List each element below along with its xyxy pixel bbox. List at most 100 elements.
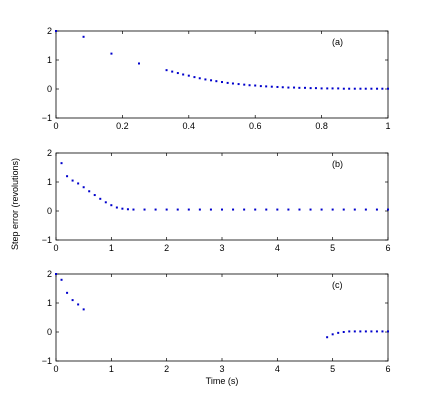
data-point bbox=[71, 179, 74, 182]
data-point bbox=[293, 86, 296, 89]
panel-label: (b) bbox=[332, 159, 343, 169]
data-point bbox=[243, 83, 246, 86]
data-point bbox=[314, 87, 317, 90]
data-point bbox=[387, 330, 389, 333]
x-tick-label: 5 bbox=[330, 243, 335, 253]
y-tick-label: −1 bbox=[42, 356, 52, 366]
data-point bbox=[342, 208, 345, 211]
data-point bbox=[353, 330, 356, 333]
data-point bbox=[326, 87, 329, 90]
data-point bbox=[243, 208, 246, 211]
data-point bbox=[60, 162, 63, 165]
data-point bbox=[104, 201, 107, 204]
data-point bbox=[376, 87, 379, 90]
data-point bbox=[254, 84, 257, 87]
y-tick-label: 1 bbox=[47, 55, 52, 65]
data-point bbox=[143, 208, 146, 211]
data-point bbox=[154, 208, 157, 211]
data-point bbox=[198, 208, 201, 211]
data-point bbox=[66, 291, 69, 294]
data-point bbox=[176, 208, 179, 211]
x-tick-label: 3 bbox=[219, 364, 224, 374]
x-tick-label: 4 bbox=[275, 243, 280, 253]
x-tick-label: 3 bbox=[219, 243, 224, 253]
data-point bbox=[82, 35, 85, 38]
data-point bbox=[138, 62, 140, 65]
y-tick-label: 1 bbox=[47, 177, 52, 187]
data-point bbox=[121, 207, 124, 210]
data-point bbox=[232, 208, 235, 211]
data-point bbox=[77, 303, 80, 306]
x-tick-label: 0.2 bbox=[116, 121, 129, 131]
y-tick-label: −1 bbox=[42, 113, 52, 123]
data-point bbox=[359, 330, 362, 333]
x-tick-label: 0.4 bbox=[183, 121, 196, 131]
data-point bbox=[221, 81, 223, 84]
data-point bbox=[110, 52, 113, 55]
x-tick-label: 2 bbox=[164, 364, 169, 374]
data-point bbox=[276, 208, 279, 211]
data-point bbox=[287, 86, 290, 89]
data-point bbox=[375, 208, 378, 211]
data-point bbox=[60, 278, 63, 281]
data-point bbox=[364, 208, 367, 211]
data-point bbox=[198, 77, 201, 80]
data-point bbox=[381, 87, 384, 90]
y-tick-label: 2 bbox=[47, 269, 52, 279]
data-point bbox=[187, 74, 190, 77]
data-point bbox=[226, 81, 229, 84]
data-point bbox=[337, 331, 340, 334]
y-tick-label: 0 bbox=[47, 327, 52, 337]
data-point bbox=[254, 208, 257, 211]
data-point bbox=[342, 331, 345, 333]
data-point bbox=[309, 208, 312, 211]
data-point bbox=[304, 86, 306, 89]
data-point bbox=[287, 208, 290, 211]
data-point bbox=[82, 308, 85, 311]
data-point bbox=[375, 330, 378, 333]
data-point bbox=[204, 78, 207, 81]
x-tick-label: 1 bbox=[109, 243, 114, 253]
data-point bbox=[259, 85, 262, 88]
data-point bbox=[270, 85, 273, 88]
x-tick-label: 6 bbox=[385, 364, 390, 374]
data-point bbox=[248, 84, 251, 87]
x-tick-label: 1 bbox=[109, 364, 114, 374]
data-point bbox=[82, 186, 85, 189]
data-point bbox=[171, 70, 174, 73]
data-point bbox=[320, 87, 323, 90]
data-point bbox=[237, 83, 240, 86]
data-point bbox=[231, 82, 234, 85]
data-point bbox=[309, 87, 312, 90]
data-point bbox=[364, 330, 367, 333]
data-point bbox=[320, 208, 323, 211]
data-point bbox=[187, 208, 190, 211]
data-point bbox=[348, 87, 351, 90]
data-point bbox=[331, 333, 334, 336]
data-point bbox=[165, 208, 168, 211]
panel-label: (a) bbox=[332, 37, 343, 47]
data-point bbox=[77, 182, 80, 185]
y-tick-label: 0 bbox=[47, 84, 52, 94]
data-point bbox=[193, 76, 196, 79]
x-tick-label: 1 bbox=[385, 121, 390, 131]
data-point bbox=[165, 69, 168, 72]
x-axis-label: Time (s) bbox=[206, 376, 239, 386]
data-point bbox=[387, 87, 389, 90]
data-point bbox=[326, 336, 329, 339]
data-point bbox=[370, 87, 373, 90]
data-point bbox=[342, 87, 345, 90]
y-tick-label: −1 bbox=[42, 235, 52, 245]
data-point bbox=[66, 175, 69, 178]
data-point bbox=[221, 208, 223, 211]
data-point bbox=[55, 273, 57, 275]
data-point bbox=[298, 86, 301, 89]
data-point bbox=[99, 197, 102, 200]
x-tick-label: 2 bbox=[164, 243, 169, 253]
data-point bbox=[93, 194, 96, 197]
data-point bbox=[353, 208, 356, 211]
data-point bbox=[126, 208, 129, 211]
